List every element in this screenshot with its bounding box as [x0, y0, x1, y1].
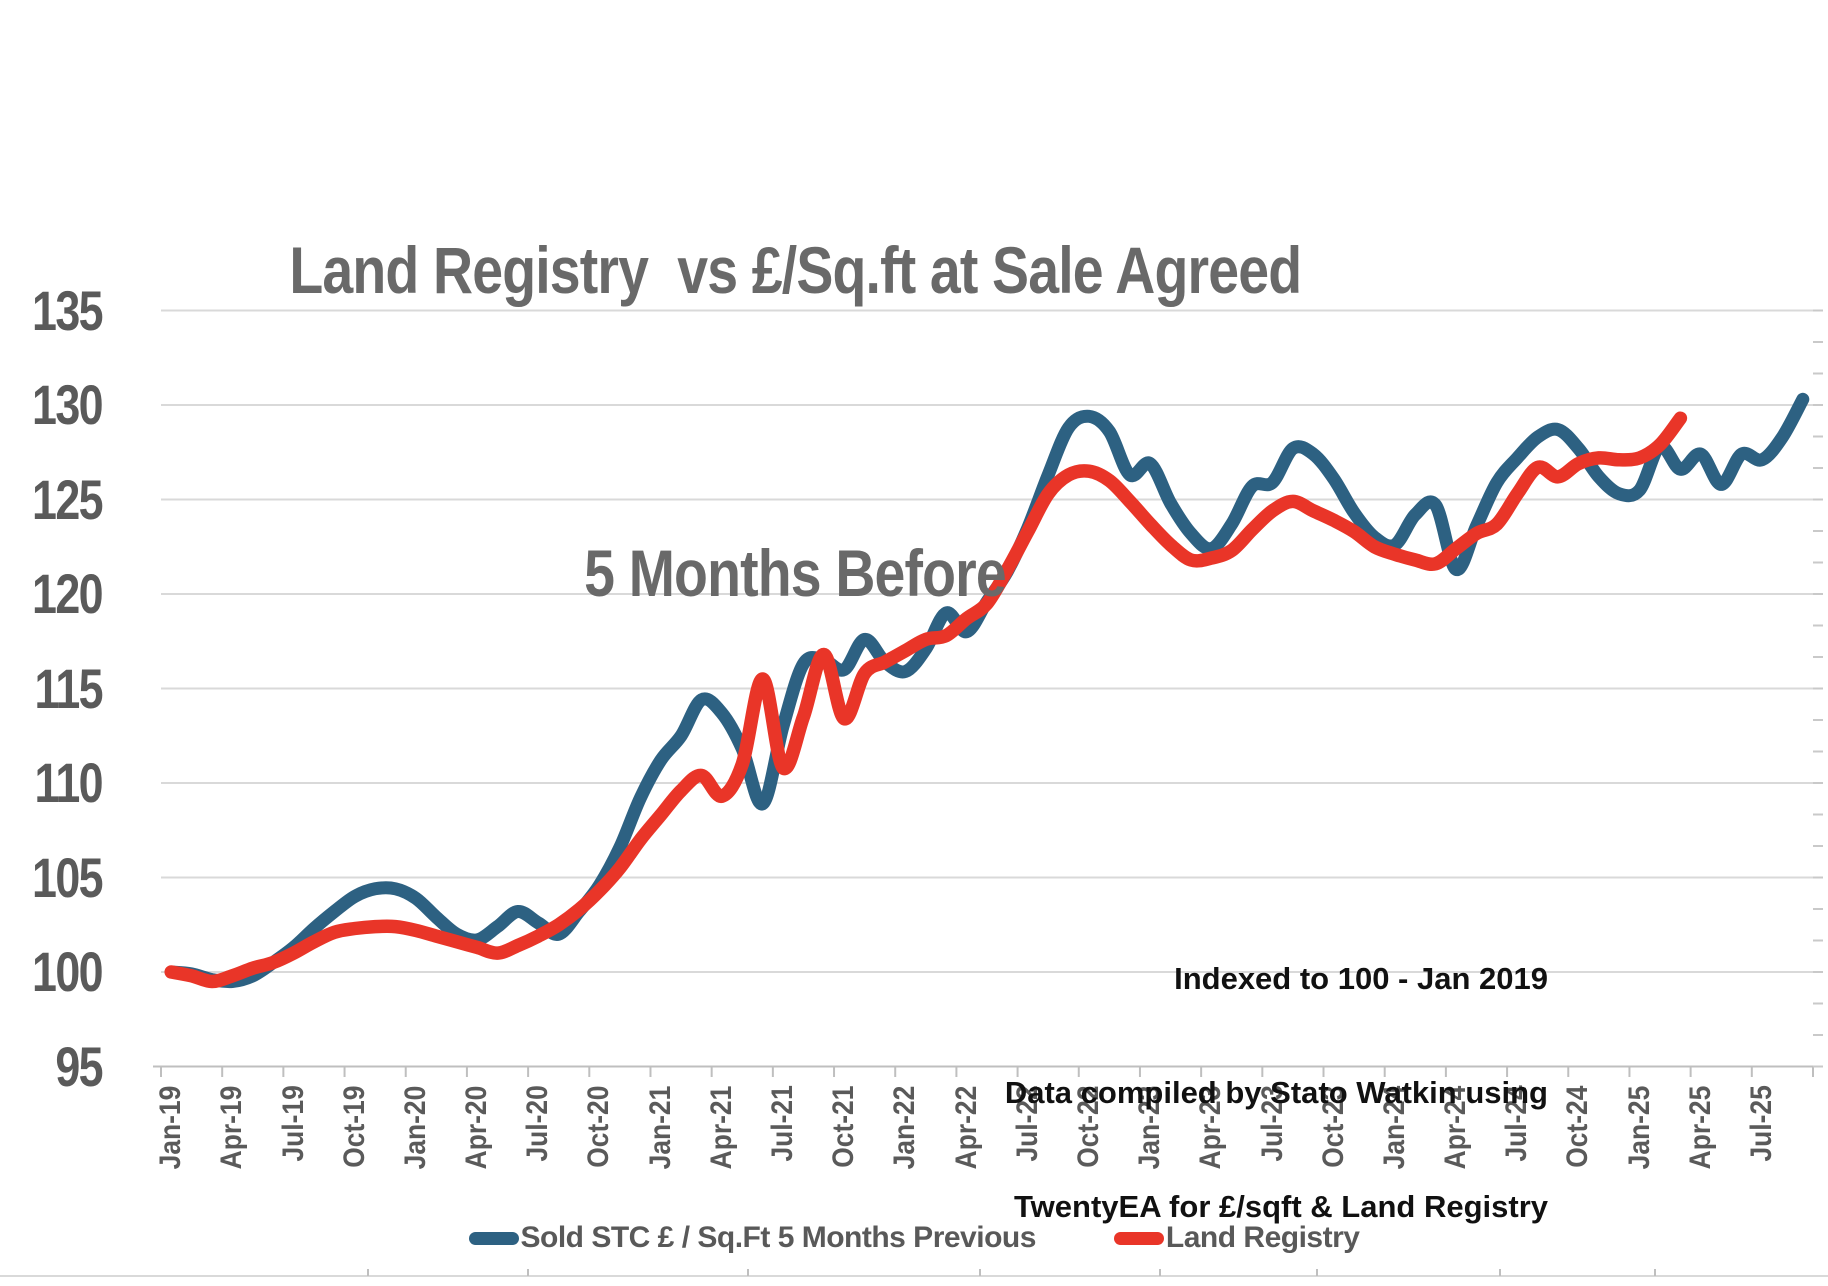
- chart-title: Land Registry vs £/Sq.ft at Sale Agreed …: [0, 18, 1590, 826]
- legend-label: Land Registry: [1165, 1221, 1360, 1254]
- y-tick-label: 105: [32, 845, 104, 909]
- x-tick-label: Jan-21: [643, 1085, 677, 1170]
- x-tick-label: Oct-20: [582, 1085, 616, 1168]
- annotation: Indexed to 100 - Jan 2019 Data compiled …: [1005, 884, 1548, 1286]
- x-tick-label: Apr-21: [704, 1085, 738, 1170]
- y-tick-label: 135: [32, 278, 104, 342]
- y-tick-label: 115: [34, 656, 104, 720]
- legend-item-sold-stc: Sold STC £ / Sq.Ft 5 Months Previous: [468, 1221, 1037, 1255]
- y-tick-label: 100: [32, 940, 104, 1003]
- x-tick-label: Oct-21: [827, 1085, 861, 1168]
- x-tick-label: Jan-25: [1622, 1085, 1656, 1170]
- x-tick-label: Jul-25: [1745, 1085, 1778, 1162]
- x-tick-label: Jan-22: [888, 1085, 922, 1170]
- x-tick-label: Jan-19: [154, 1085, 188, 1170]
- legend: Sold STC £ / Sq.Ft 5 Months Previous Land…: [0, 1212, 1828, 1264]
- x-axis: [153, 1065, 1819, 1077]
- x-tick-label: Apr-20: [460, 1085, 494, 1170]
- legend-item-land-registry: Land Registry: [1113, 1221, 1360, 1255]
- annotation-line2: Data compiled by Stato Watkin using: [1004, 1075, 1548, 1110]
- y-tick-label: 130: [32, 373, 104, 436]
- chart-title-line1: Land Registry vs £/Sq.ft at Sale Agreed: [289, 233, 1302, 307]
- y-tick-label: 120: [32, 562, 104, 625]
- chart-title-line2: 5 Months Before: [584, 536, 1007, 610]
- bottom-strip-axis: [0, 1269, 1828, 1277]
- x-tick-label: Jul-20: [521, 1085, 555, 1162]
- legend-line-swatch: [1113, 1231, 1164, 1245]
- annotation-line3: TwentyEA for £/sqft & Land Registry: [1014, 1189, 1548, 1224]
- x-tick-label: Oct-24: [1561, 1085, 1595, 1168]
- data-series: [164, 392, 1810, 989]
- y-tick-label: 95: [55, 1034, 103, 1098]
- legend-line-swatch: [468, 1231, 519, 1245]
- x-tick-label: Jul-21: [766, 1085, 800, 1162]
- x-tick-label: Apr-25: [1683, 1085, 1717, 1170]
- y-tick-label: 110: [34, 751, 104, 814]
- x-tick-label: Jan-20: [398, 1085, 432, 1170]
- x-tick-label: Apr-19: [215, 1085, 249, 1170]
- y-tick-label: 125: [32, 467, 104, 531]
- x-tick-label: Oct-19: [337, 1085, 371, 1168]
- series-line-land-registry: [164, 411, 1688, 989]
- right-minor-ticks: [1813, 309, 1823, 1068]
- annotation-line1: Indexed to 100 - Jan 2019: [1174, 961, 1548, 996]
- legend-label: Sold STC £ / Sq.Ft 5 Months Previous: [520, 1221, 1037, 1254]
- x-tick-label: Apr-22: [949, 1085, 983, 1170]
- x-tick-label: Jul-19: [276, 1085, 310, 1162]
